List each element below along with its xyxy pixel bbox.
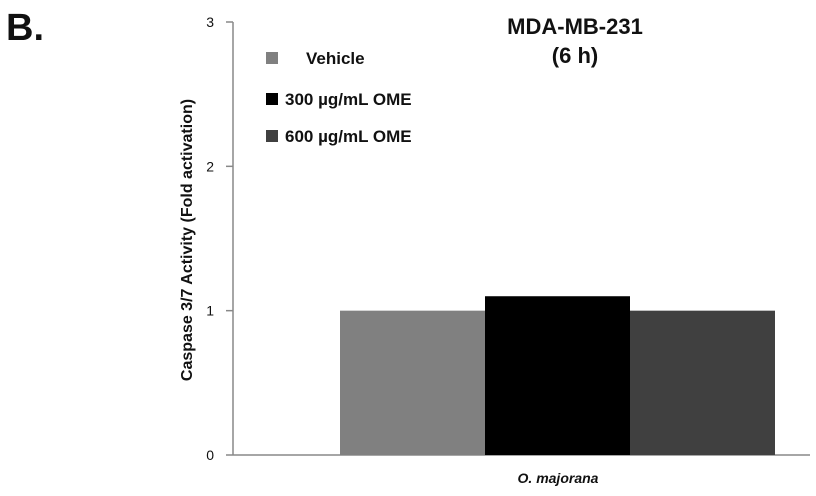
y-tick-label: 2 (206, 158, 214, 174)
legend-swatch-2 (266, 93, 278, 105)
y-tick-label: 3 (206, 14, 214, 30)
y-tick-label: 0 (206, 447, 214, 463)
category-label: O. majorana (518, 470, 599, 486)
y-tick-group: 0 1 2 3 (206, 14, 233, 463)
y-axis-label: Caspase 3/7 Activity (Fold activation) (179, 99, 196, 381)
bar-2 (485, 296, 630, 455)
bar-group (340, 296, 775, 455)
chart-subtitle: (6 h) (552, 43, 598, 68)
bar-3 (630, 311, 775, 455)
chart-title: MDA-MB-231 (507, 14, 643, 39)
legend-swatch-3 (266, 130, 278, 142)
legend: Vehicle 300 µg/mL OME 600 µg/mL OME (266, 49, 412, 146)
panel-label: B. (6, 7, 44, 49)
y-tick-label: 1 (206, 303, 214, 319)
legend-label-1: Vehicle (306, 49, 365, 68)
legend-label-2: 300 µg/mL OME (285, 90, 412, 109)
category-label-group: O. majorana (518, 470, 599, 486)
legend-swatch-1 (266, 52, 278, 64)
legend-label-3: 600 µg/mL OME (285, 127, 412, 146)
bar-1 (340, 311, 485, 455)
